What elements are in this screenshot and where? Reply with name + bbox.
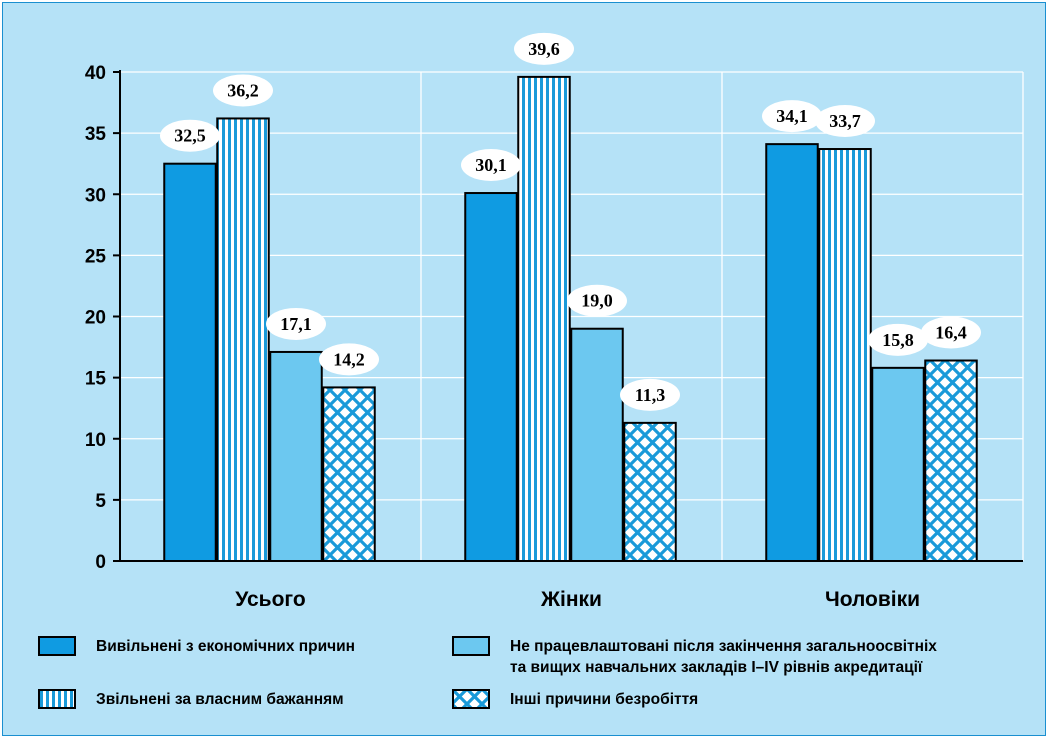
data-label-bubble bbox=[868, 323, 928, 356]
data-label-bubble bbox=[160, 119, 220, 152]
data-label: 36,2 bbox=[227, 80, 259, 100]
bar-own-will bbox=[216, 117, 270, 563]
bar-economic bbox=[464, 192, 518, 562]
data-label-bubble bbox=[921, 316, 981, 349]
y-tick-label: 0 bbox=[95, 552, 106, 573]
data-label: 30,1 bbox=[475, 155, 507, 175]
bar-own-will bbox=[818, 148, 872, 563]
y-tick-label: 15 bbox=[85, 369, 107, 390]
data-label: 16,4 bbox=[935, 323, 967, 343]
y-tick-label: 10 bbox=[85, 430, 106, 451]
y-tick-label: 25 bbox=[85, 246, 107, 267]
data-label-bubble bbox=[762, 100, 822, 133]
data-label-bubble bbox=[514, 32, 574, 65]
data-label-bubble bbox=[461, 149, 521, 182]
data-label-bubble bbox=[815, 105, 875, 138]
bar-other bbox=[623, 421, 677, 563]
bar-economic bbox=[765, 143, 819, 562]
bar-not-employed bbox=[871, 366, 925, 562]
data-label: 17,1 bbox=[280, 314, 312, 334]
data-label: 32,5 bbox=[174, 126, 206, 146]
data-label: 34,1 bbox=[776, 106, 808, 126]
y-tick-label: 5 bbox=[95, 491, 106, 512]
data-label-bubble bbox=[319, 343, 379, 376]
y-tick-label: 30 bbox=[85, 185, 106, 206]
data-label: 15,8 bbox=[882, 330, 914, 350]
data-label-bubble bbox=[266, 307, 326, 340]
data-label: 14,2 bbox=[333, 349, 365, 369]
data-labels: 32,5 36,2 17,1 14,2 30,1 39,6 19,0 11,3 34,1 33,7… bbox=[160, 32, 981, 411]
category-label: Чоловіки bbox=[825, 588, 920, 611]
bars bbox=[163, 75, 978, 563]
bar-economic bbox=[163, 162, 217, 562]
data-label: 19,0 bbox=[581, 291, 613, 311]
bar-other bbox=[322, 386, 376, 562]
category-label: Усього bbox=[235, 588, 305, 611]
bar-not-employed bbox=[570, 327, 624, 562]
bar-not-employed bbox=[269, 350, 323, 563]
y-tick-label: 40 bbox=[85, 63, 106, 84]
data-label: 33,7 bbox=[829, 111, 861, 131]
data-label-bubble bbox=[567, 284, 627, 317]
data-label-bubble bbox=[213, 74, 273, 107]
category-label: Жінки bbox=[540, 588, 602, 611]
y-tick-label: 20 bbox=[85, 308, 106, 329]
data-label: 39,6 bbox=[528, 39, 560, 59]
data-label: 11,3 bbox=[635, 385, 666, 405]
y-tick-label: 35 bbox=[85, 124, 107, 145]
data-label-bubble bbox=[620, 378, 680, 411]
bar-own-will bbox=[517, 75, 571, 562]
bar-other bbox=[924, 359, 978, 563]
